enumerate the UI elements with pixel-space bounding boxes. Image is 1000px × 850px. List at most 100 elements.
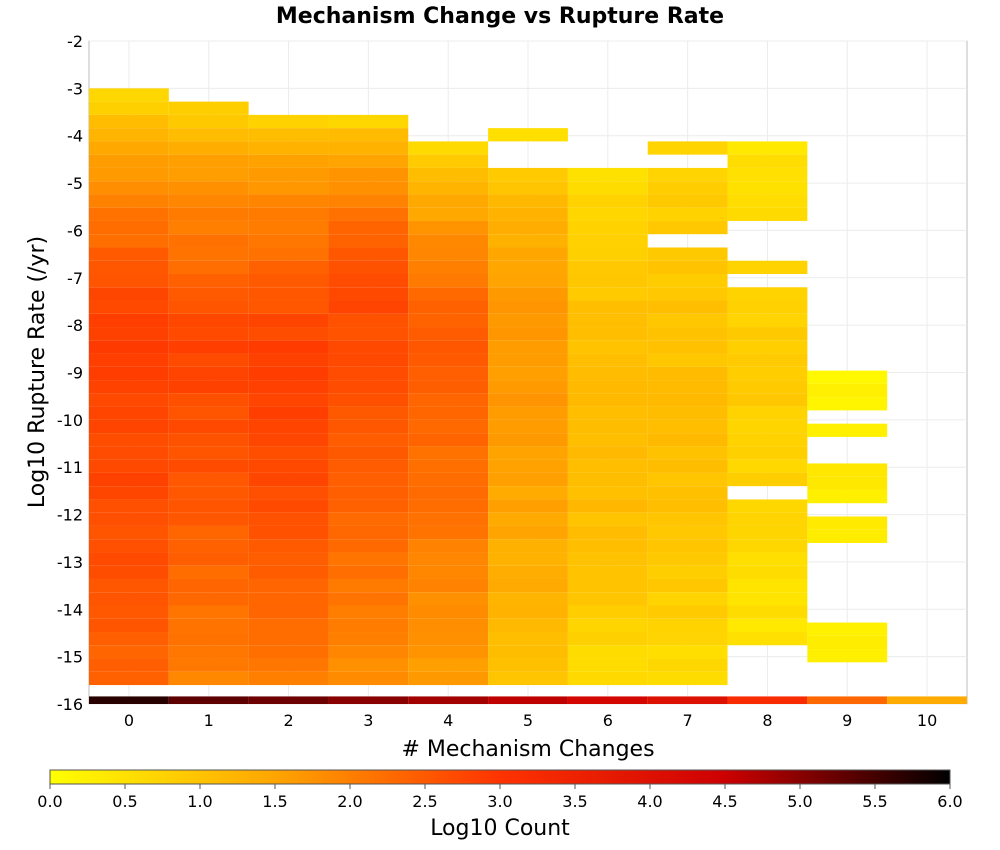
colorbar-tick-label: 5.0 — [787, 792, 812, 811]
heatmap-cell — [328, 446, 409, 460]
heatmap-cell — [567, 313, 648, 328]
heatmap-cell — [567, 512, 648, 526]
heatmap-cell — [248, 247, 329, 261]
heatmap-cell — [168, 141, 249, 155]
y-tick-label: -13 — [57, 553, 83, 572]
heatmap-cell — [727, 353, 808, 367]
heatmap-cell — [647, 366, 728, 381]
heatmap-cell — [647, 353, 728, 367]
heatmap-cell — [488, 578, 568, 593]
y-tick-label: -5 — [67, 174, 83, 193]
heatmap-cell — [567, 618, 648, 633]
heatmap-cell — [567, 300, 648, 314]
colorbar-tick-label: 2.5 — [412, 792, 437, 811]
heatmap-cell — [567, 419, 648, 434]
heatmap-cell — [727, 419, 808, 434]
heatmap-cell — [488, 419, 568, 434]
heatmap-cell — [727, 605, 808, 619]
heatmap-cell — [488, 658, 568, 672]
heatmap-cell — [807, 463, 888, 477]
heatmap-cell — [807, 489, 888, 504]
y-tick-label: -4 — [67, 127, 83, 146]
heatmap-cell — [647, 167, 728, 182]
heatmap-cell — [567, 645, 648, 659]
heatmap-cell — [328, 578, 409, 593]
colorbar-ticks: 0.0 0.5 1.0 1.5 2.0 2.5 3.0 3.5 4.0 4.5 5.0 5.5 6.0 — [37, 784, 963, 811]
heatmap-cell — [89, 446, 169, 460]
heatmap-cell — [328, 552, 409, 566]
heatmap-cell — [168, 632, 249, 646]
heatmap-cell — [488, 406, 568, 420]
heatmap-cell — [248, 220, 329, 235]
heatmap-cell — [807, 423, 888, 437]
heatmap-cell — [89, 194, 169, 208]
y-tick-label: -6 — [67, 221, 83, 240]
heatmap-cell — [567, 194, 648, 208]
heatmap-cell — [248, 167, 329, 182]
heatmap-cell — [727, 472, 808, 487]
heatmap-cell — [248, 327, 329, 341]
heatmap-cell — [488, 565, 568, 579]
heatmap-cell — [168, 539, 249, 553]
heatmap-cell — [807, 529, 888, 543]
heatmap-cell — [727, 380, 808, 394]
heatmap-cell — [248, 578, 329, 593]
heatmap-cell — [248, 433, 329, 447]
colorbar-tick-label: 0.5 — [112, 792, 137, 811]
heatmap-cell — [328, 313, 409, 328]
heatmap-cell — [168, 234, 249, 248]
heatmap-cell — [647, 472, 728, 487]
heatmap-cell — [727, 181, 808, 195]
heatmap-cell — [328, 499, 409, 513]
heatmap-cell — [408, 366, 489, 381]
heatmap-cell — [567, 380, 648, 394]
heatmap-cell — [408, 632, 489, 646]
heatmap-cell — [567, 578, 648, 593]
heatmap-cell — [328, 287, 409, 301]
heatmap-cell — [168, 499, 249, 513]
heatmap-cell — [647, 499, 728, 513]
heatmap-cell — [248, 406, 329, 420]
heatmap-cell — [89, 592, 169, 606]
heatmap-cell — [408, 234, 489, 248]
heatmap-cell — [89, 366, 169, 381]
heatmap-cell — [168, 459, 249, 473]
heatmap-cell — [807, 370, 888, 384]
heatmap-cell — [168, 327, 249, 341]
heatmap-cell — [89, 380, 169, 394]
heatmap-cell — [567, 406, 648, 420]
heatmap-cell — [727, 512, 808, 526]
heatmap-cell — [168, 207, 249, 221]
heatmap-cell — [807, 383, 888, 398]
heatmap-cell — [168, 101, 249, 115]
heatmap-cell — [328, 234, 409, 248]
heatmap-cell — [408, 525, 489, 540]
heatmap-cell — [89, 658, 169, 672]
heatmap-cell — [328, 260, 409, 274]
heatmap-cell — [328, 539, 409, 553]
heatmap-cell — [408, 512, 489, 526]
heatmap-cell — [248, 618, 329, 633]
heatmap-cell — [567, 393, 648, 407]
heatmap-cell — [328, 167, 409, 182]
heatmap-cell — [488, 552, 568, 566]
colorbar-tick-label: 4.0 — [637, 792, 662, 811]
colorbar-tick-label: 4.5 — [712, 792, 737, 811]
heatmap-cell — [168, 380, 249, 394]
heatmap-cell — [248, 366, 329, 381]
y-tick-label: -14 — [57, 600, 83, 619]
heatmap-cell — [89, 340, 169, 354]
heatmap-cell — [248, 273, 329, 288]
heatmap-cell — [328, 671, 409, 686]
heatmap-cell — [488, 433, 568, 447]
heatmap-cell — [248, 592, 329, 606]
heatmap-cell — [567, 260, 648, 274]
heatmap-cell — [328, 141, 409, 155]
heatmap-cell — [488, 671, 568, 686]
heatmap-cell — [328, 273, 409, 288]
y-tick-label: -8 — [67, 316, 83, 335]
heatmap-cell-bottom-row — [328, 696, 409, 704]
heatmap-cell — [488, 499, 568, 513]
heatmap-cell — [89, 128, 169, 142]
heatmap-cell — [168, 605, 249, 619]
